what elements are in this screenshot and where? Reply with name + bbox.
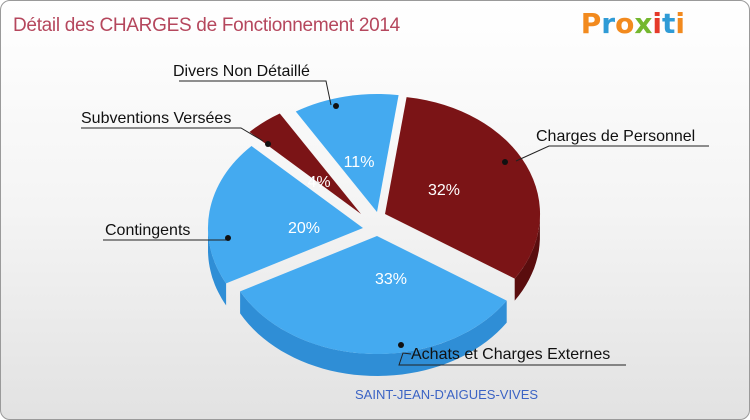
chart-title: Détail des CHARGES de Fonctionnement 201…: [13, 15, 400, 36]
slice-percent-label: 11%: [344, 154, 375, 171]
logo-letter: i: [675, 7, 685, 40]
callout-arrowhead: [333, 103, 339, 109]
commune-name: SAINT-JEAN-D'AIGUES-VIVES: [355, 387, 539, 402]
callout-line: [398, 352, 626, 366]
logo-letter: t: [662, 7, 676, 40]
logo-letter: i: [652, 7, 662, 40]
pie-slice: [240, 236, 507, 355]
pie-slice-side: [240, 291, 507, 376]
logo-letter: x: [634, 7, 653, 40]
callout-arrowhead: [502, 159, 508, 165]
logo-letter: P: [580, 7, 602, 40]
logo-letter: r: [601, 7, 616, 40]
slice-percent-label: 33%: [375, 271, 407, 288]
slice-percent-label: 32%: [428, 182, 460, 199]
slice-category-label: Subventions Versées: [81, 110, 231, 127]
callout-line: [515, 145, 709, 162]
pie-slice-side: [514, 217, 540, 301]
pie-slices: [207, 93, 541, 376]
pie-slice-side: [208, 226, 227, 306]
slice-category-label: Achats et Charges Externes: [411, 346, 610, 363]
slice-category-label: Charges de Personnel: [536, 128, 695, 145]
callout-line: [179, 80, 332, 106]
slice-percent-label: 4%: [307, 174, 330, 191]
callout-arrowhead: [265, 141, 271, 147]
pie-slice: [249, 113, 361, 214]
pie-slice: [207, 146, 363, 284]
pie-slice: [385, 97, 541, 279]
proxiti-logo: Proxiti: [581, 7, 685, 40]
slice-category-label: Contingents: [105, 222, 190, 239]
callout-arrowhead: [225, 235, 231, 241]
pie-labels: 32% Charges de Personnel 33% Achats et Char…: [81, 63, 709, 366]
callout-line: [81, 127, 264, 142]
slice-category-label: Divers Non Détaillé: [173, 63, 310, 80]
logo-letter: o: [615, 7, 635, 40]
callout-arrowhead: [398, 342, 404, 348]
pie-slice: [295, 93, 399, 212]
slice-percent-label: 20%: [288, 220, 320, 237]
